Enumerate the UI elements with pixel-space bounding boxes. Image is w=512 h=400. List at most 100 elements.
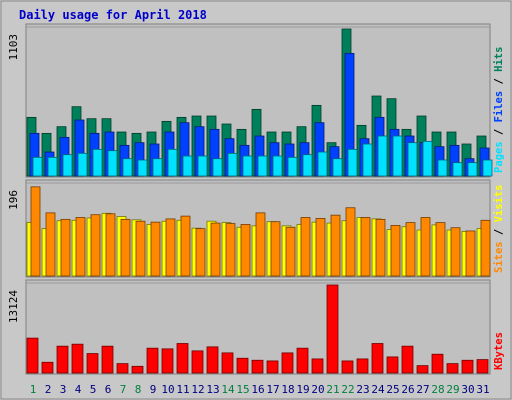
bar-sites-day-6 — [105, 213, 116, 277]
bar-kbytes-day-6 — [101, 345, 114, 374]
bar-sites-day-30 — [465, 230, 476, 277]
bar-sites-day-7 — [120, 218, 131, 277]
day-label-10: 10 — [161, 383, 174, 396]
day-label-3: 3 — [60, 383, 67, 396]
day-label-21: 21 — [326, 383, 339, 396]
day-label-4: 4 — [75, 383, 82, 396]
bar-kbytes-day-28 — [431, 353, 444, 374]
panel-1-legend: Pages / Files / Hits — [493, 47, 505, 173]
bar-pages-day-25 — [392, 135, 403, 177]
bar-pages-day-27 — [422, 140, 433, 177]
bar-sites-day-20 — [315, 218, 326, 277]
panel-2: 196 Sites / Visits — [7, 179, 505, 278]
legend-separator: / — [493, 122, 505, 141]
bar-pages-day-13 — [212, 158, 223, 177]
day-label-15: 15 — [236, 383, 249, 396]
bar-kbytes-day-25 — [386, 356, 399, 374]
legend-sites: Sites — [493, 241, 505, 273]
bar-kbytes-day-30 — [461, 359, 474, 374]
bar-pages-day-29 — [452, 162, 463, 177]
bar-pages-day-5 — [92, 148, 103, 177]
legend-text: Pages / Files / Hits — [493, 47, 505, 173]
bar-pages-day-19 — [302, 154, 313, 177]
bar-kbytes-day-20 — [311, 358, 324, 374]
bar-sites-day-12 — [195, 228, 206, 277]
day-label-23: 23 — [356, 383, 369, 396]
bar-sites-day-15 — [240, 224, 251, 277]
bar-kbytes-day-11 — [176, 343, 189, 374]
day-label-1: 1 — [30, 383, 37, 396]
legend-visits: Visits — [493, 184, 505, 222]
bar-sites-day-9 — [150, 221, 161, 277]
bar-pages-day-17 — [272, 155, 283, 177]
bar-kbytes-day-27 — [416, 365, 429, 374]
bar-sites-day-28 — [435, 222, 446, 277]
day-label-16: 16 — [251, 383, 264, 396]
bar-pages-day-28 — [437, 159, 448, 177]
legend-text: KBytes — [493, 332, 505, 370]
bar-kbytes-day-21 — [326, 284, 339, 374]
day-label-24: 24 — [371, 383, 385, 396]
bar-sites-day-27 — [420, 217, 431, 277]
bar-pages-day-2 — [47, 156, 58, 177]
bar-pages-day-4 — [77, 152, 88, 177]
legend-kbytes: KBytes — [493, 332, 505, 370]
bar-kbytes-day-4 — [71, 343, 84, 374]
panel-2-legend: Sites / Visits — [493, 184, 505, 273]
bar-pages-day-24 — [377, 135, 388, 177]
bar-pages-day-22 — [347, 148, 358, 177]
day-label-14: 14 — [221, 383, 235, 396]
bar-kbytes-day-9 — [146, 347, 159, 374]
bar-kbytes-day-5 — [86, 353, 99, 374]
day-label-25: 25 — [386, 383, 399, 396]
day-label-19: 19 — [296, 383, 309, 396]
legend-hits: Hits — [493, 47, 505, 72]
bar-pages-day-26 — [407, 142, 418, 177]
bar-pages-day-14 — [227, 152, 238, 177]
day-label-5: 5 — [90, 383, 97, 396]
bar-kbytes-day-14 — [221, 352, 234, 374]
legend-separator: / — [493, 222, 505, 241]
bar-pages-day-3 — [62, 154, 73, 177]
day-label-2: 2 — [45, 383, 52, 396]
day-label-20: 20 — [311, 383, 324, 396]
bar-kbytes-day-15 — [236, 357, 249, 374]
bar-pages-day-15 — [242, 155, 253, 177]
bar-sites-day-21 — [330, 214, 341, 277]
bar-sites-day-25 — [390, 224, 401, 277]
bar-sites-day-29 — [450, 227, 461, 277]
bar-kbytes-day-23 — [356, 358, 369, 374]
day-label-22: 22 — [341, 383, 354, 396]
y-max-label: 196 — [7, 190, 20, 210]
bar-pages-day-18 — [287, 156, 298, 177]
legend-pages: Pages — [493, 141, 505, 173]
bar-sites-day-18 — [285, 226, 296, 277]
day-label-7: 7 — [120, 383, 127, 396]
y-max-label: 1103 — [7, 34, 20, 61]
bar-sites-day-14 — [225, 223, 236, 277]
bar-sites-day-26 — [405, 222, 416, 277]
day-label-13: 13 — [206, 383, 219, 396]
bar-sites-day-2 — [45, 212, 56, 277]
panel-3: 13124 KBytes — [7, 279, 505, 375]
bar-kbytes-day-12 — [191, 350, 204, 374]
day-label-26: 26 — [401, 383, 414, 396]
bar-pages-day-16 — [257, 155, 268, 177]
bar-sites-day-11 — [180, 215, 191, 277]
bar-sites-day-1 — [30, 186, 41, 277]
bar-pages-day-8 — [137, 159, 148, 177]
day-label-6: 6 — [105, 383, 112, 396]
bar-kbytes-day-22 — [341, 360, 354, 374]
bar-pages-day-9 — [152, 158, 163, 177]
bar-sites-day-4 — [75, 217, 86, 277]
bar-sites-day-31 — [480, 219, 491, 277]
day-axis-labels: 1 2 3 4 5 6 7 8 9 10 11 12 13 14 15 16 17 18 19 20 21 22 23 24 2… — [30, 383, 490, 396]
panel-1: 1103 Pages / Files / Hits — [7, 23, 505, 178]
day-label-18: 18 — [281, 383, 294, 396]
day-label-30: 30 — [461, 383, 474, 396]
bar-kbytes-day-24 — [371, 343, 384, 374]
bar-kbytes-day-3 — [56, 345, 69, 374]
bar-sites-day-24 — [375, 218, 386, 277]
